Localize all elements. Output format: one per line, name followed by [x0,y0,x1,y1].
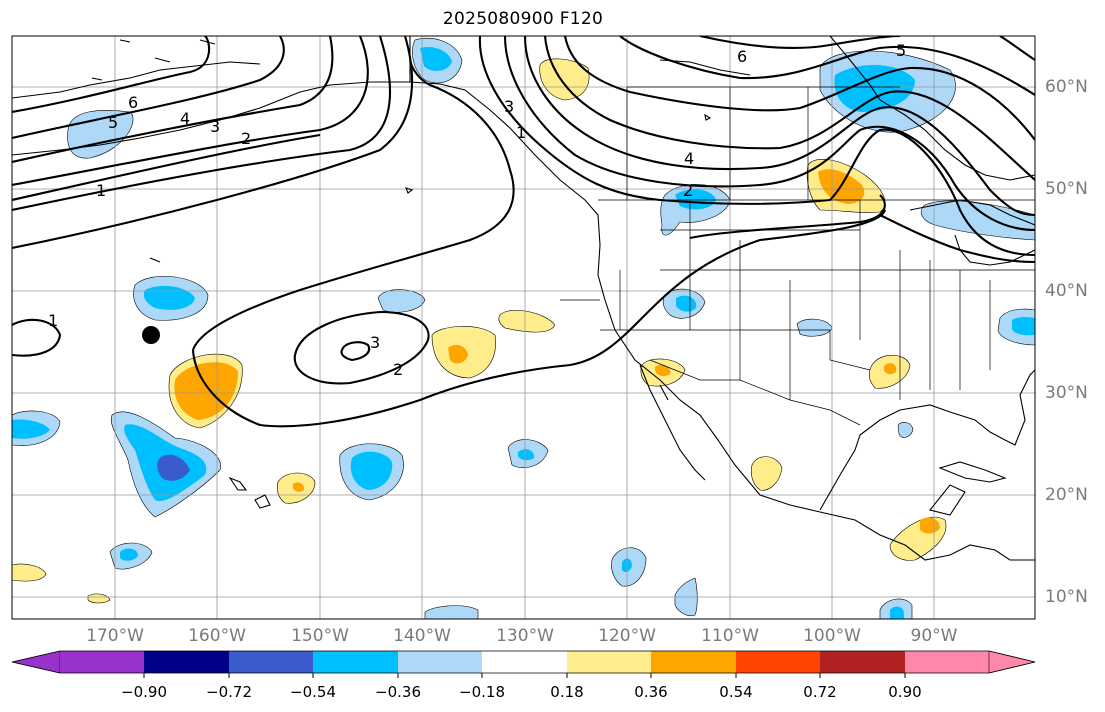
colorbar-bin [651,651,736,673]
colorbar-bin [820,651,905,673]
colorbar-label: 0.90 [888,683,922,701]
location-marker [142,326,160,344]
contour-label: 6 [128,93,138,112]
contour-label: 2 [241,129,251,148]
lon-label-160w: 160°W [188,626,246,646]
colorbar-label: −0.90 [121,683,167,701]
colorbar-bin [482,651,567,673]
lon-label-140w: 140°W [393,626,451,646]
contour-label: 1 [96,181,106,200]
colorbar-bin [905,651,989,673]
contour-label: 1 [48,311,58,330]
lon-label-100w: 100°W [803,626,861,646]
colorbar-label: 0.18 [550,683,584,701]
lat-label-50n: 50°N [1045,179,1088,199]
colorbar-bin [736,651,820,673]
contour-label: 6 [737,47,747,66]
colorbar-bin [313,651,398,673]
colorbar-bin [567,651,651,673]
lat-label-40n: 40°N [1045,281,1088,301]
colorbar-label: 0.36 [634,683,668,701]
colorbar-bin [60,651,144,673]
map-title: 2025080900 F120 [442,9,604,29]
lat-label-30n: 30°N [1045,383,1088,403]
contour-label: 3 [210,117,220,136]
colorbar-label: −0.54 [290,683,336,701]
lat-label-20n: 20°N [1045,485,1088,505]
lat-label-60n: 60°N [1045,77,1088,97]
colorbar-label: 0.54 [719,683,753,701]
contour-label: 5 [108,113,118,132]
colorbar-bin [229,651,313,673]
colorbar-arrow-min [11,650,61,674]
colorbar [11,650,1036,678]
lon-label-130w: 130°W [496,626,554,646]
lon-label-170w: 170°W [86,626,144,646]
lon-label-90w: 90°W [910,626,958,646]
contour-label: 2 [683,181,693,200]
contour-label: 4 [180,109,190,128]
colorbar-label: 0.72 [803,683,837,701]
lat-label-10n: 10°N [1045,587,1088,607]
plot-frame [11,35,1036,620]
colorbar-label: −0.72 [206,683,252,701]
colorbar-bin [144,651,229,673]
lon-label-150w: 150°W [291,626,349,646]
colorbar-label: −0.18 [459,683,505,701]
lon-label-120w: 120°W [598,626,656,646]
contour-label: 5 [896,41,906,60]
contour-labels: 6 5 4 3 2 1 1 3 2 3 1 6 5 4 2 [48,41,906,379]
colorbar-outline [11,650,1036,674]
contour-label: 1 [516,123,526,142]
contour-label: 3 [370,333,380,352]
contour-label: 2 [393,360,403,379]
colorbar-bin [398,651,482,673]
contour-label: 3 [504,97,514,116]
colorbar-arrow-max [988,650,1036,674]
contour-label: 4 [684,149,694,168]
colorbar-ticks [143,673,906,678]
colorbar-label: −0.36 [375,683,421,701]
lon-label-110w: 110°W [701,626,759,646]
contour-lines [12,36,1035,428]
